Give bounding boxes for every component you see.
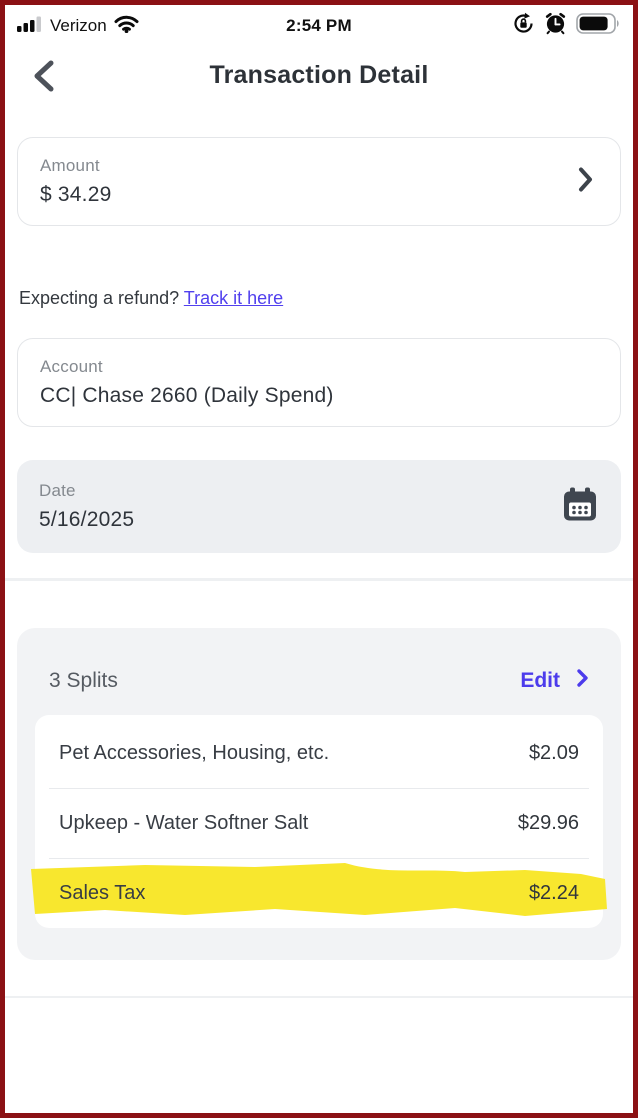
date-value: 5/16/2025 — [39, 508, 135, 531]
page-header: Transaction Detail — [5, 47, 633, 103]
split-amount: $2.09 — [528, 742, 579, 764]
status-bar: Verizon 2:54 PM — [5, 5, 633, 39]
row-divider — [49, 788, 589, 789]
split-name: Sales Tax — [59, 882, 146, 904]
date-label: Date — [39, 481, 76, 500]
split-row-highlighted: Sales Tax $2.24 — [31, 859, 607, 928]
split-amount: $29.96 — [517, 812, 579, 834]
splits-list: Pet Accessories, Housing, etc. $2.09 Upk… — [31, 715, 607, 928]
amount-value: $ 34.29 — [40, 183, 112, 206]
edit-splits-button[interactable]: Edit — [520, 668, 589, 693]
battery-icon — [576, 13, 621, 39]
page-title: Transaction Detail — [209, 60, 429, 89]
account-field[interactable]: Account CC| Chase 2660 (Daily Spend) — [17, 338, 621, 427]
orientation-lock-icon — [512, 12, 535, 40]
edit-label: Edit — [520, 668, 560, 692]
splits-header: 3 Splits Edit — [35, 668, 603, 693]
account-value: CC| Chase 2660 (Daily Spend) — [40, 384, 334, 407]
cellular-signal-icon — [17, 16, 43, 37]
date-field[interactable]: Date 5/16/2025 — [17, 460, 621, 553]
split-amount: $2.24 — [528, 882, 579, 904]
status-bar-right — [352, 12, 621, 40]
wifi-icon — [114, 15, 139, 38]
status-bar-time: 2:54 PM — [286, 16, 352, 35]
splits-card: 3 Splits Edit Pet Accessories, Housing, … — [17, 628, 621, 960]
split-row: Upkeep - Water Softner Salt $29.96 — [35, 789, 603, 858]
splits-count-label: 3 Splits — [49, 668, 118, 692]
amount-label: Amount — [40, 156, 100, 175]
alarm-clock-icon — [544, 12, 567, 40]
refund-line: Expecting a refund? Track it here — [19, 288, 621, 309]
split-name: Pet Accessories, Housing, etc. — [59, 742, 330, 764]
section-divider — [5, 578, 633, 581]
back-button[interactable] — [31, 59, 57, 93]
carrier-label: Verizon — [50, 16, 107, 35]
account-label: Account — [40, 357, 103, 376]
chevron-right-icon — [576, 668, 589, 693]
split-row: Pet Accessories, Housing, etc. $2.09 — [35, 715, 603, 788]
amount-field[interactable]: Amount $ 34.29 — [17, 137, 621, 226]
refund-track-link[interactable]: Track it here — [183, 288, 284, 308]
calendar-icon — [561, 485, 599, 528]
status-bar-left: Verizon — [17, 15, 286, 38]
row-divider — [49, 858, 589, 859]
chevron-right-icon — [577, 165, 594, 198]
split-name: Upkeep - Water Softner Salt — [59, 812, 309, 834]
refund-text: Expecting a refund? — [19, 288, 184, 308]
bottom-divider — [5, 996, 633, 998]
